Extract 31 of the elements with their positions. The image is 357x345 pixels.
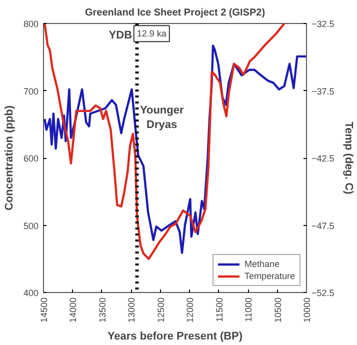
- y2-tick-label: −32.5: [312, 19, 334, 29]
- y2-tick-label: −42.5: [312, 154, 334, 164]
- x-tick-label: 13000: [126, 297, 137, 323]
- x-tick-label: 10500: [272, 297, 283, 323]
- line-series: [44, 44, 306, 254]
- x-tick-label: 11500: [214, 298, 224, 322]
- x-tick-label: 10000: [302, 297, 312, 323]
- y-tick-label: 500: [23, 220, 39, 231]
- x-tick-label: 12000: [185, 297, 196, 323]
- annotation: 12.9 ka: [136, 28, 166, 39]
- y2-tick-label: −37.5: [312, 86, 334, 96]
- y-tick-label: 700: [23, 86, 39, 96]
- ref-line-label: YDB: [108, 30, 132, 42]
- y2-tick-label: −52.5: [312, 288, 334, 298]
- x-tick-label: 14500: [39, 297, 49, 323]
- legend-label: Temperature: [244, 271, 295, 281]
- y-axis-title: Concentration (ppb): [3, 105, 16, 211]
- y-tick-label: 400: [23, 288, 39, 298]
- line-series: [44, 24, 286, 260]
- x-tick-label: 11000: [244, 298, 254, 322]
- x-tick-label: 14000: [68, 297, 78, 323]
- y2-tick-label: −47.5: [312, 220, 334, 231]
- chart-title: Greenland Ice Sheet Project 2 (GISP2): [84, 8, 266, 18]
- y-tick-label: 600: [23, 154, 39, 164]
- x-axis-title: Years before Present (BP): [107, 330, 243, 343]
- legend-label: Methane: [244, 259, 280, 269]
- y-tick-label: 800: [23, 19, 39, 29]
- y2-axis-title: Temp (deg. C): [342, 122, 354, 195]
- x-tick-label: 13500: [97, 297, 108, 323]
- x-tick-label: 12500: [156, 297, 166, 323]
- annotation: Younger Dryas: [140, 104, 184, 131]
